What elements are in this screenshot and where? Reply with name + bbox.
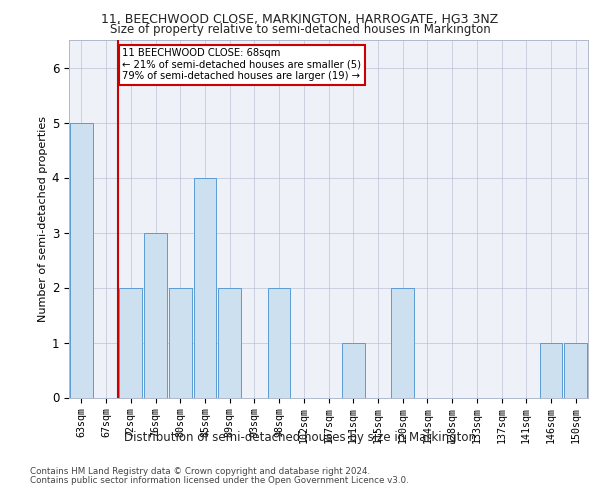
Bar xyxy=(564,342,587,398)
Text: Size of property relative to semi-detached houses in Markington: Size of property relative to semi-detach… xyxy=(110,22,490,36)
Text: Distribution of semi-detached houses by size in Markington: Distribution of semi-detached houses by … xyxy=(124,431,476,444)
Bar xyxy=(539,342,562,398)
Bar xyxy=(169,288,191,398)
Bar xyxy=(218,288,241,398)
Bar xyxy=(144,232,167,398)
Bar xyxy=(268,288,290,398)
Bar xyxy=(119,288,142,398)
Bar xyxy=(342,342,365,398)
Bar xyxy=(194,178,216,398)
Bar xyxy=(70,122,93,398)
Y-axis label: Number of semi-detached properties: Number of semi-detached properties xyxy=(38,116,47,322)
Text: 11, BEECHWOOD CLOSE, MARKINGTON, HARROGATE, HG3 3NZ: 11, BEECHWOOD CLOSE, MARKINGTON, HARROGA… xyxy=(101,12,499,26)
Text: Contains public sector information licensed under the Open Government Licence v3: Contains public sector information licen… xyxy=(30,476,409,485)
Bar xyxy=(391,288,414,398)
Text: 11 BEECHWOOD CLOSE: 68sqm
← 21% of semi-detached houses are smaller (5)
79% of s: 11 BEECHWOOD CLOSE: 68sqm ← 21% of semi-… xyxy=(122,48,361,82)
Text: Contains HM Land Registry data © Crown copyright and database right 2024.: Contains HM Land Registry data © Crown c… xyxy=(30,468,370,476)
